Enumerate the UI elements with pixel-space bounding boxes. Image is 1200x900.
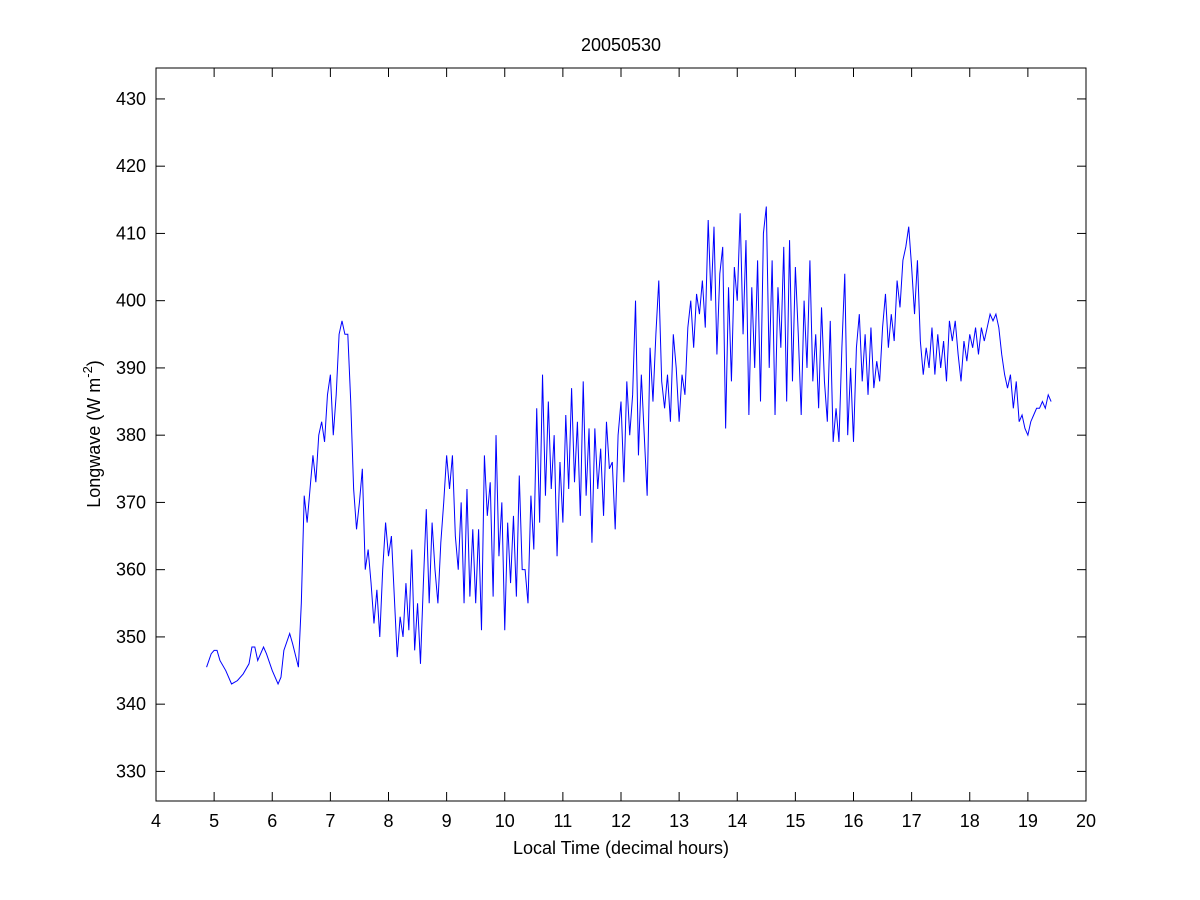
y-tick-label: 330 bbox=[116, 761, 146, 781]
y-tick-label: 400 bbox=[116, 291, 146, 311]
y-tick-label: 370 bbox=[116, 492, 146, 512]
x-tick-label: 12 bbox=[611, 811, 631, 831]
y-axis-label: Longwave (W m-2) bbox=[80, 360, 104, 508]
x-tick-label: 16 bbox=[843, 811, 863, 831]
y-label-text: Longwave (W m bbox=[84, 378, 104, 508]
y-tick-label: 340 bbox=[116, 694, 146, 714]
y-tick-label: 380 bbox=[116, 425, 146, 445]
x-tick-label: 15 bbox=[785, 811, 805, 831]
x-tick-label: 14 bbox=[727, 811, 747, 831]
y-tick-label: 430 bbox=[116, 89, 146, 109]
x-tick-label: 9 bbox=[442, 811, 452, 831]
x-tick-label: 10 bbox=[495, 811, 515, 831]
data-line bbox=[206, 206, 1052, 686]
x-tick-label: 19 bbox=[1018, 811, 1038, 831]
y-tick-label: 420 bbox=[116, 156, 146, 176]
x-tick-label: 7 bbox=[325, 811, 335, 831]
x-tick-label: 11 bbox=[554, 811, 573, 831]
chart-title: 20050530 bbox=[581, 35, 661, 55]
y-tick-label: 350 bbox=[116, 627, 146, 647]
y-tick-label: 360 bbox=[116, 560, 146, 580]
x-tick-label: 4 bbox=[151, 811, 161, 831]
x-axis-label: Local Time (decimal hours) bbox=[513, 838, 729, 858]
x-tick-label: 6 bbox=[267, 811, 277, 831]
y-label-end: ) bbox=[84, 360, 104, 366]
x-tick-label: 8 bbox=[383, 811, 393, 831]
x-tick-label: 18 bbox=[960, 811, 980, 831]
x-tick-label: 20 bbox=[1076, 811, 1096, 831]
x-tick-label: 17 bbox=[902, 811, 922, 831]
y-tick-label: 390 bbox=[116, 358, 146, 378]
x-tick-label: 13 bbox=[669, 811, 689, 831]
y-label-sup: -2 bbox=[80, 366, 95, 378]
x-tick-label: 5 bbox=[209, 811, 219, 831]
y-tick-label: 410 bbox=[116, 223, 146, 243]
